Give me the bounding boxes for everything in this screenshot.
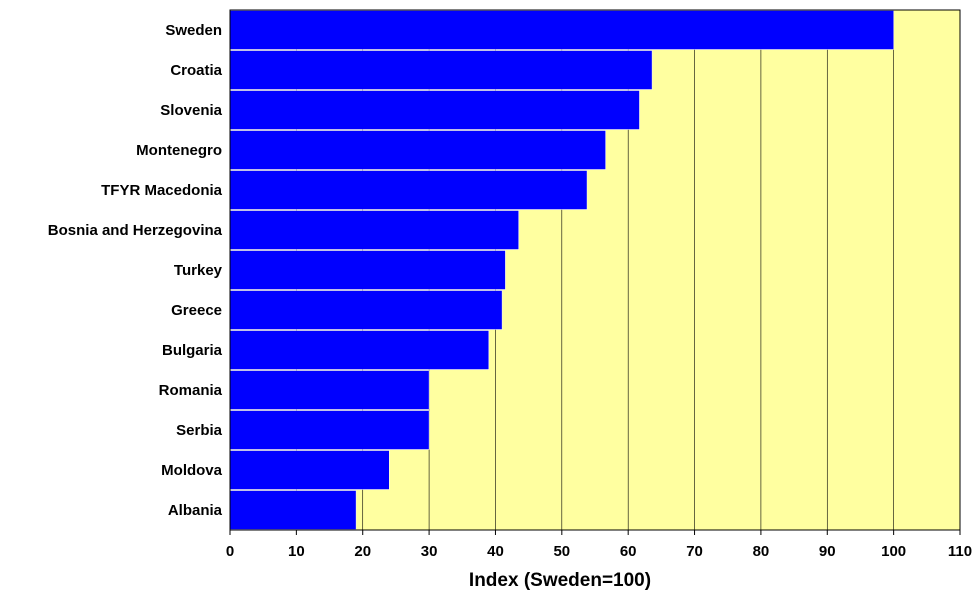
x-axis-title: Index (Sweden=100) (469, 570, 651, 591)
category-label: Romania (159, 382, 223, 399)
x-tick-label: 10 (288, 543, 305, 560)
category-label: Greece (171, 302, 222, 319)
x-axis-ticks: 0 10 20 30 40 50 60 70 80 90 100 110 (226, 530, 972, 560)
category-label: Croatia (170, 62, 222, 79)
category-label: Bulgaria (162, 342, 223, 359)
bar-slovenia (229, 90, 640, 130)
bar-moldova (229, 450, 390, 490)
x-tick-label: 100 (881, 543, 906, 560)
bar-croatia (229, 50, 653, 90)
category-labels: Sweden Croatia Slovenia Montenegro TFYR Mace… (48, 22, 223, 519)
x-tick-label: 50 (553, 543, 570, 560)
bar-albania (229, 490, 357, 530)
x-tick-label: 110 (948, 543, 972, 560)
bar-romania (229, 370, 430, 410)
bar-bulgaria (229, 330, 490, 370)
category-label: Serbia (176, 422, 223, 439)
x-tick-label: 80 (753, 543, 770, 560)
bar-turkey (229, 250, 506, 290)
x-tick-label: 0 (226, 543, 234, 560)
category-label: TFYR Macedonia (101, 182, 223, 199)
bars (229, 10, 894, 530)
plot-frame (229, 9, 961, 531)
category-label: Turkey (174, 262, 223, 279)
x-tick-label: 40 (487, 543, 504, 560)
bar-tfyr-macedonia (229, 170, 588, 210)
category-label: Bosnia and Herzegovina (48, 222, 223, 239)
bar-greece (229, 290, 503, 330)
bar-bosnia-and-herzegovina (229, 210, 519, 250)
bar-montenegro (229, 130, 606, 170)
category-label: Montenegro (136, 142, 222, 159)
category-label: Sweden (165, 22, 222, 39)
x-tick-label: 20 (354, 543, 371, 560)
x-tick-label: 30 (421, 543, 438, 560)
category-label: Slovenia (160, 102, 222, 119)
bar-sweden (229, 10, 894, 50)
bar-serbia (229, 410, 430, 450)
x-tick-label: 60 (620, 543, 637, 560)
x-tick-label: 90 (819, 543, 836, 560)
x-tick-label: 70 (686, 543, 703, 560)
category-label: Moldova (161, 462, 222, 479)
category-label: Albania (168, 502, 223, 519)
